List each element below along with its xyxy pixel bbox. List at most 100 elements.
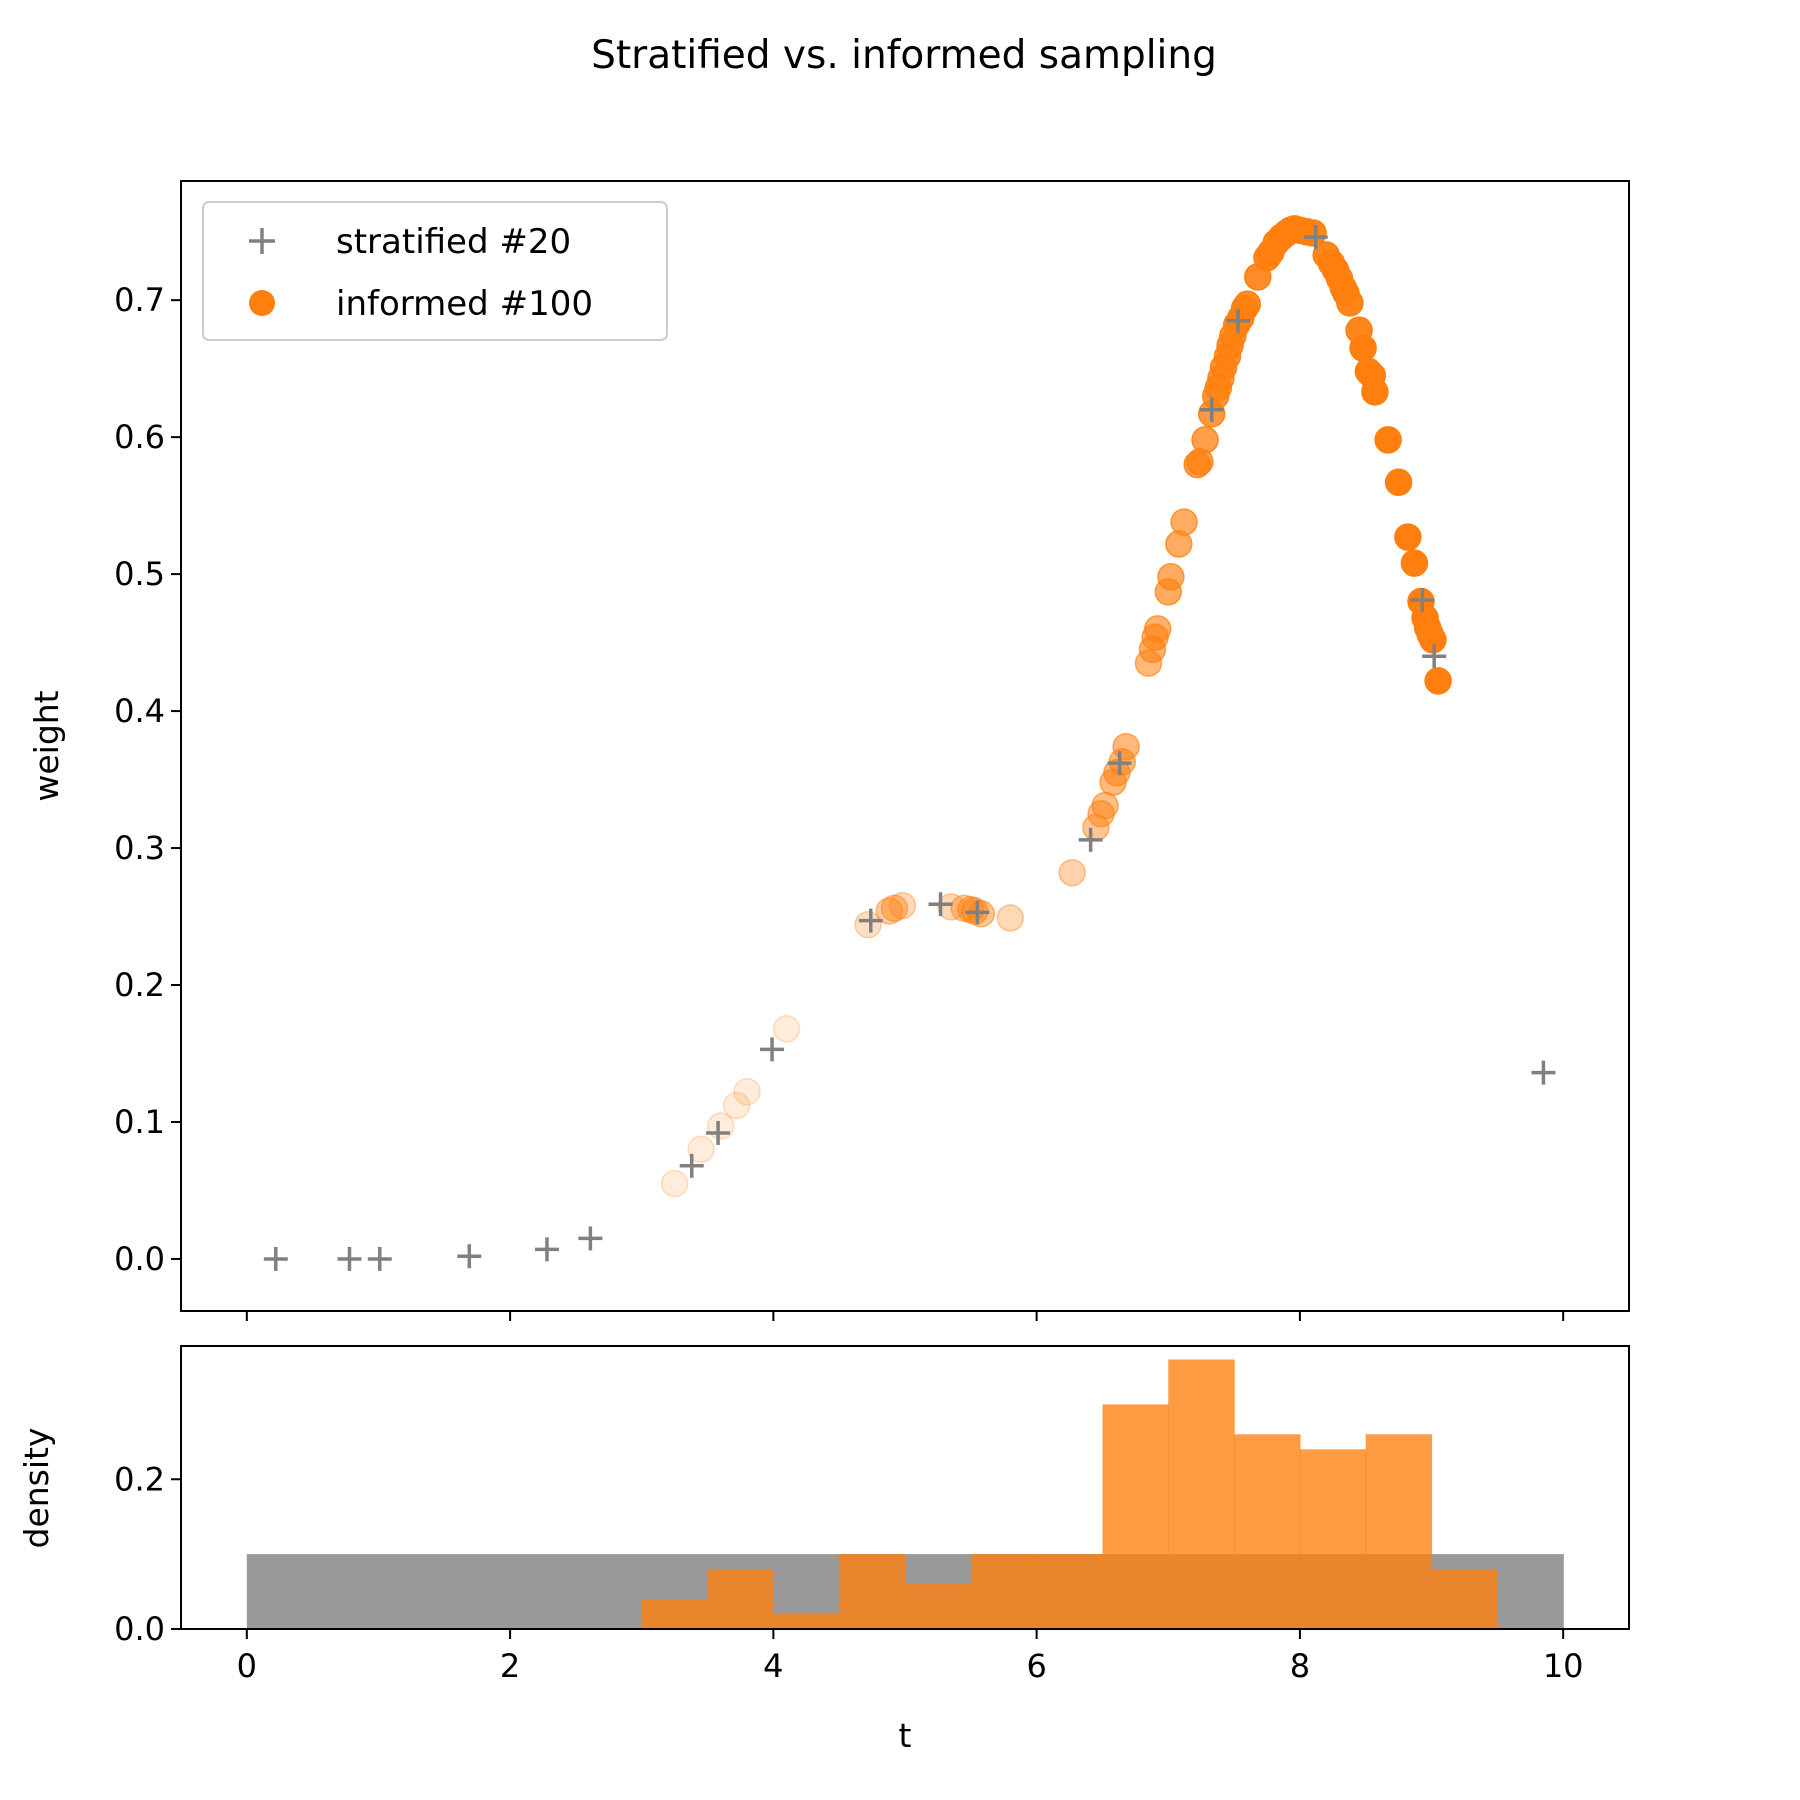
legend-stratified-label: stratified #20 [336,222,571,262]
x-tick-label-3: 6 [1026,1647,1046,1685]
informed-point-1 [687,1135,715,1164]
stratified-point-12 [1078,827,1103,852]
legend-box [202,201,668,341]
stratified-point-4 [534,1237,559,1262]
scatter-y-tick-label-0: 0.0 [114,1240,165,1278]
informed-point-23 [1112,732,1140,761]
legend-informed-label: informed #100 [336,284,593,324]
informed-point-3 [722,1091,751,1120]
stratified-point-15 [1226,308,1251,333]
informed-point-69 [1361,378,1389,406]
stratified-bin-19 [1497,1554,1564,1629]
stratified-point-9 [858,908,883,933]
scatter-y-tick-label-4: 0.4 [114,692,165,730]
informed-point-15 [996,904,1025,932]
informed-point-73 [1400,549,1429,577]
informed-bin-16 [1299,1449,1367,1629]
stratified-point-18 [1422,644,1447,669]
informed-bin-8 [773,1614,840,1629]
x-tick-label-0: 0 [237,1647,257,1685]
stratified-point-16 [1303,225,1328,250]
informed-bin-10 [905,1584,972,1629]
stratified-point-17 [1410,588,1435,613]
informed-point-19 [1091,791,1119,820]
figure-title: Stratified vs. informed sampling [591,33,1217,78]
legend: stratified #20 informed #100 [202,201,668,341]
informed-point-29 [1157,563,1185,591]
histogram-y-ticks: 0.0 0.2 [114,1460,181,1648]
stratified-point-0 [263,1246,288,1271]
scatter-y-tick-label-2: 0.2 [114,966,165,1004]
stratified-bin-4 [510,1554,577,1629]
x-axis-label: t [899,1716,912,1755]
scatter-y-tick-label-3: 0.3 [114,829,165,867]
stratified-bin-1 [312,1554,379,1629]
histogram-panel: 0.0 0.2 0 2 4 6 8 10 density t [17,1345,1630,1755]
informed-point-5 [772,1015,801,1043]
histogram-plot-area [246,1359,1564,1629]
stratified-bin-2 [378,1554,445,1629]
informed-bin-6 [641,1599,709,1629]
scatter-plot-area [263,215,1556,1271]
stratified-bin-0 [246,1554,314,1629]
scatter-panel: 0.0 0.1 0.2 0.3 0.4 0.5 0.6 0.7 weight stratifi… [27,180,1630,1321]
histogram-y-tick-label-0: 0.0 [114,1610,165,1648]
histogram-y-axis-label: density [17,1428,56,1549]
stratified-point-1 [337,1246,362,1271]
informed-bin-9 [839,1554,906,1629]
legend-informed-marker [249,290,275,316]
stratified-point-5 [578,1226,603,1251]
informed-bin-14 [1168,1359,1235,1629]
informed-bin-11 [970,1554,1038,1629]
histogram-frame [180,1345,1630,1630]
informed-point-79 [1424,667,1452,695]
informed-point-9 [888,891,917,920]
stratified-point-7 [706,1120,731,1145]
stratified-bin-3 [444,1554,511,1629]
x-tick-label-2: 4 [763,1647,783,1685]
informed-bin-18 [1431,1569,1498,1629]
histogram-x-ticks: 0 2 4 6 8 10 [237,1629,1584,1685]
x-tick-label-5: 10 [1543,1647,1584,1685]
stratified-point-10 [928,892,953,917]
scatter-frame [180,180,1630,1312]
informed-point-71 [1384,468,1413,497]
scatter-y-axis-label: weight [27,690,66,801]
scatter-y-tick-label-5: 0.5 [114,555,165,593]
histogram-y-tick-label-1: 0.2 [114,1460,165,1498]
informed-bin-12 [1036,1554,1103,1629]
informed-point-8 [880,894,909,923]
informed-point-0 [660,1169,689,1198]
informed-point-27 [1143,615,1172,643]
informed-bin-15 [1234,1434,1301,1629]
stratified-point-3 [457,1244,482,1269]
x-tick-label-1: 2 [500,1647,520,1685]
informed-point-66 [1349,334,1377,362]
scatter-y-tick-label-1: 0.1 [114,1103,165,1141]
stratified-point-13 [1107,751,1132,776]
stratified-point-6 [679,1153,704,1178]
legend-stratified-marker [249,228,275,254]
informed-point-16 [1058,858,1086,887]
informed-bin-13 [1102,1404,1169,1629]
informed-point-46 [1233,290,1262,319]
informed-point-34 [1191,426,1219,454]
scatter-y-tick-label-6: 0.6 [114,418,165,456]
informed-point-4 [733,1078,761,1106]
stratified-point-8 [760,1037,785,1062]
informed-point-64 [1336,289,1364,317]
scatter-y-ticks: 0.0 0.1 0.2 0.3 0.4 0.5 0.6 0.7 [114,281,181,1278]
stratified-point-11 [965,900,990,925]
informed-point-57 [1299,219,1327,247]
scatter-y-tick-label-7: 0.7 [114,281,165,319]
informed-point-72 [1394,523,1422,551]
informed-bin-7 [707,1569,774,1629]
x-tick-label-4: 8 [1290,1647,1310,1685]
stratified-point-14 [1199,397,1224,422]
informed-bin-17 [1365,1434,1433,1629]
stratified-point-19 [1531,1060,1556,1085]
stratified-point-2 [367,1246,392,1271]
stratified-bin-5 [575,1554,643,1629]
informed-point-31 [1170,508,1198,536]
